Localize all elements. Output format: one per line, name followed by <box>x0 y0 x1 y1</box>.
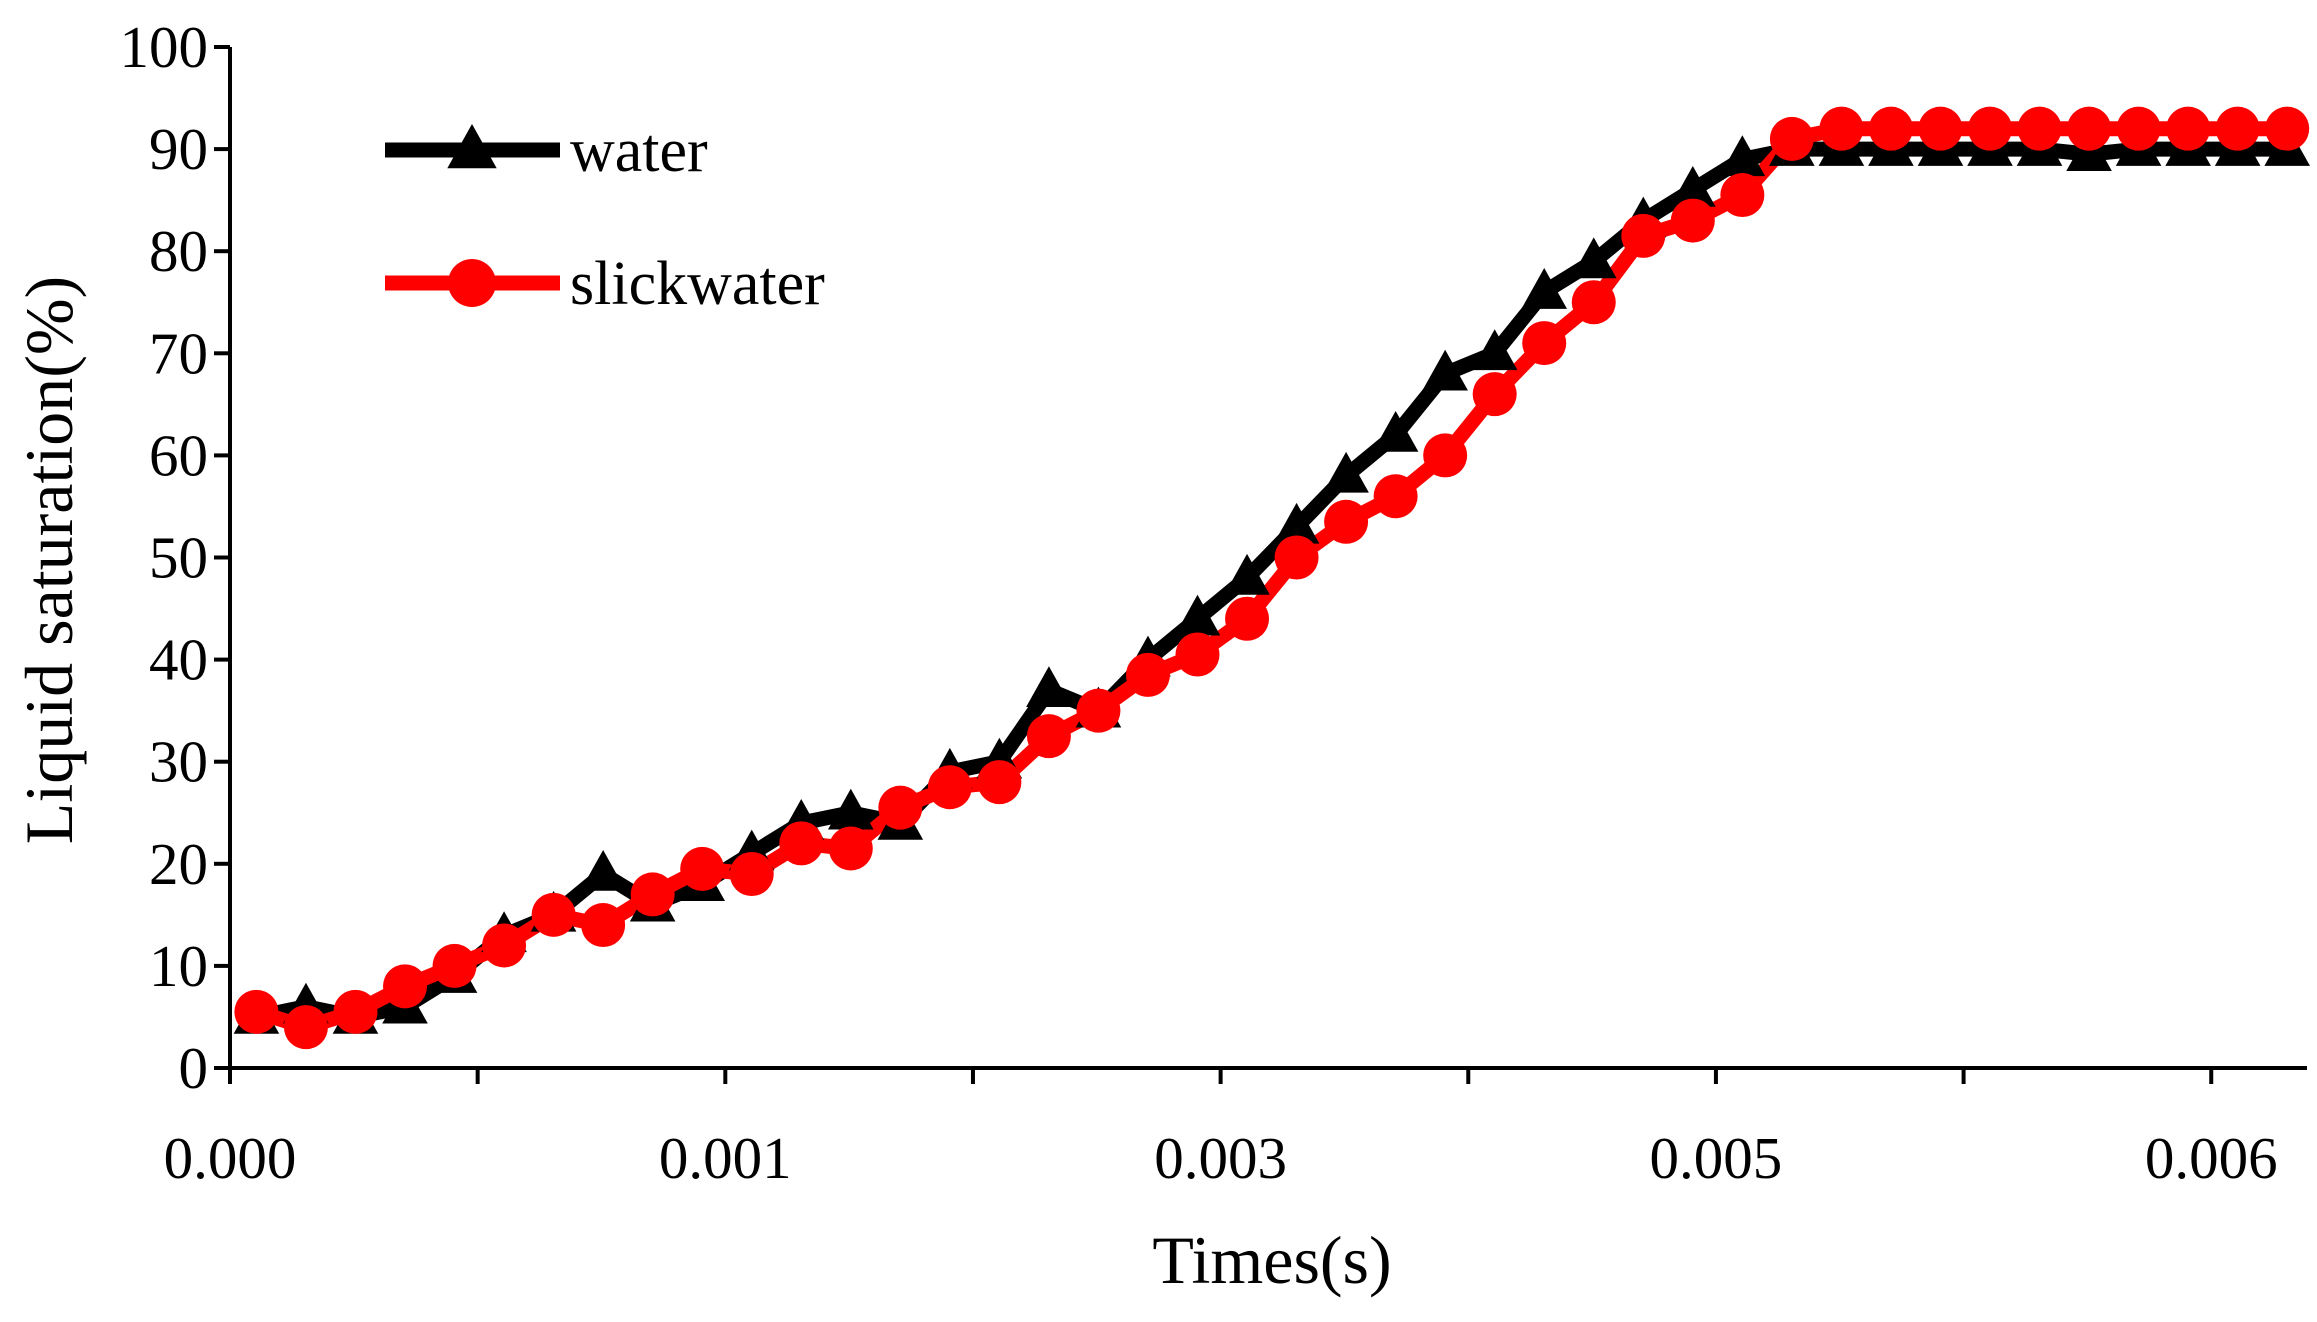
data-point-slickwater <box>1522 321 1567 366</box>
y-tick-label: 60 <box>149 422 208 488</box>
data-point-slickwater <box>1026 714 1071 759</box>
data-point-slickwater <box>1076 688 1121 733</box>
data-point-water <box>1719 135 1766 177</box>
data-point-slickwater <box>2265 106 2310 151</box>
data-point-water <box>1471 329 1518 371</box>
data-point-slickwater <box>828 826 873 871</box>
data-point-slickwater <box>1175 632 1220 677</box>
data-point-slickwater <box>283 1005 328 1050</box>
data-point-slickwater <box>1571 280 1616 325</box>
data-point-slickwater <box>1621 213 1666 258</box>
x-tick-label: 0.000 <box>164 1125 297 1191</box>
data-point-slickwater <box>1769 116 1814 161</box>
data-point-slickwater <box>432 943 477 988</box>
data-point-slickwater <box>779 821 824 866</box>
data-point-slickwater <box>1125 652 1170 697</box>
data-point-water <box>1422 349 1468 391</box>
series-markers <box>233 106 2310 1050</box>
y-tick-label: 70 <box>149 320 208 386</box>
data-point-slickwater <box>1472 372 1517 417</box>
data-point-water <box>1670 165 1716 207</box>
data-point-slickwater <box>1274 535 1319 580</box>
data-point-slickwater <box>234 989 279 1034</box>
data-point-slickwater <box>1918 106 1963 151</box>
y-tick-label: 30 <box>149 729 208 795</box>
y-tick-label: 90 <box>149 116 208 182</box>
y-tick-label: 0 <box>179 1035 209 1101</box>
data-point-slickwater <box>1868 106 1913 151</box>
data-point-slickwater <box>2166 106 2211 151</box>
y-tick-label: 80 <box>149 218 208 284</box>
x-tick-label: 0.006 <box>2145 1125 2278 1191</box>
data-point-slickwater <box>531 892 576 937</box>
legend: water slickwater <box>385 117 825 318</box>
x-tick-label: 0.003 <box>1154 1125 1287 1191</box>
data-point-slickwater <box>1968 106 2013 151</box>
y-tick-label: 20 <box>149 831 208 897</box>
legend-marker-water <box>447 124 497 169</box>
data-point-water <box>1521 268 1568 309</box>
data-point-slickwater <box>729 852 774 897</box>
data-point-slickwater <box>1720 173 1765 218</box>
y-tick-label: 40 <box>149 627 208 693</box>
data-point-water <box>1273 502 1320 544</box>
data-point-slickwater <box>2215 106 2260 151</box>
data-point-slickwater <box>2067 106 2112 151</box>
data-point-slickwater <box>1670 198 1715 243</box>
data-point-slickwater <box>630 872 675 917</box>
data-point-slickwater <box>581 903 626 948</box>
data-point-water <box>580 850 626 891</box>
data-point-slickwater <box>482 923 527 968</box>
data-point-slickwater <box>878 785 923 830</box>
data-point-slickwater <box>680 846 725 891</box>
data-point-slickwater <box>2017 106 2062 151</box>
axes <box>214 45 2307 1084</box>
data-point-slickwater <box>927 765 972 810</box>
data-point-slickwater <box>977 760 1022 805</box>
y-tick-label: 50 <box>149 525 208 591</box>
data-point-water <box>1323 451 1369 493</box>
y-tick-label: 100 <box>120 14 209 80</box>
legend-label-slickwater: slickwater <box>570 250 825 318</box>
legend-label-water: water <box>570 117 708 185</box>
data-point-slickwater <box>383 964 428 1009</box>
data-point-slickwater <box>1373 474 1418 519</box>
data-point-water <box>1224 553 1270 595</box>
data-point-water <box>1570 237 1617 279</box>
y-axis-title: Liquid saturation(%) <box>11 276 87 844</box>
x-axis-title: Times(s) <box>1152 1222 1391 1298</box>
data-point-water <box>1174 594 1221 636</box>
series-line-slickwater <box>254 121 2288 1035</box>
data-point-slickwater <box>1225 596 1270 641</box>
x-tick-label: 0.005 <box>1650 1125 1783 1191</box>
y-tick-label: 10 <box>149 933 208 999</box>
x-tick-label: 0.001 <box>659 1125 792 1191</box>
data-point-water <box>1372 410 1419 452</box>
tick-labels: 0 10 20 30 40 50 60 70 80 90 100 0.000 0.001 0.003 0.0… <box>120 14 2278 1191</box>
data-point-slickwater <box>1819 106 1864 151</box>
data-point-slickwater <box>333 989 378 1034</box>
data-point-slickwater <box>2116 106 2161 151</box>
data-point-water <box>1026 666 1072 708</box>
series-lines <box>254 121 2288 1035</box>
legend-marker-slickwater <box>448 259 496 307</box>
data-point-water <box>827 788 874 830</box>
data-point-slickwater <box>1423 433 1468 478</box>
data-point-slickwater <box>1324 499 1369 544</box>
